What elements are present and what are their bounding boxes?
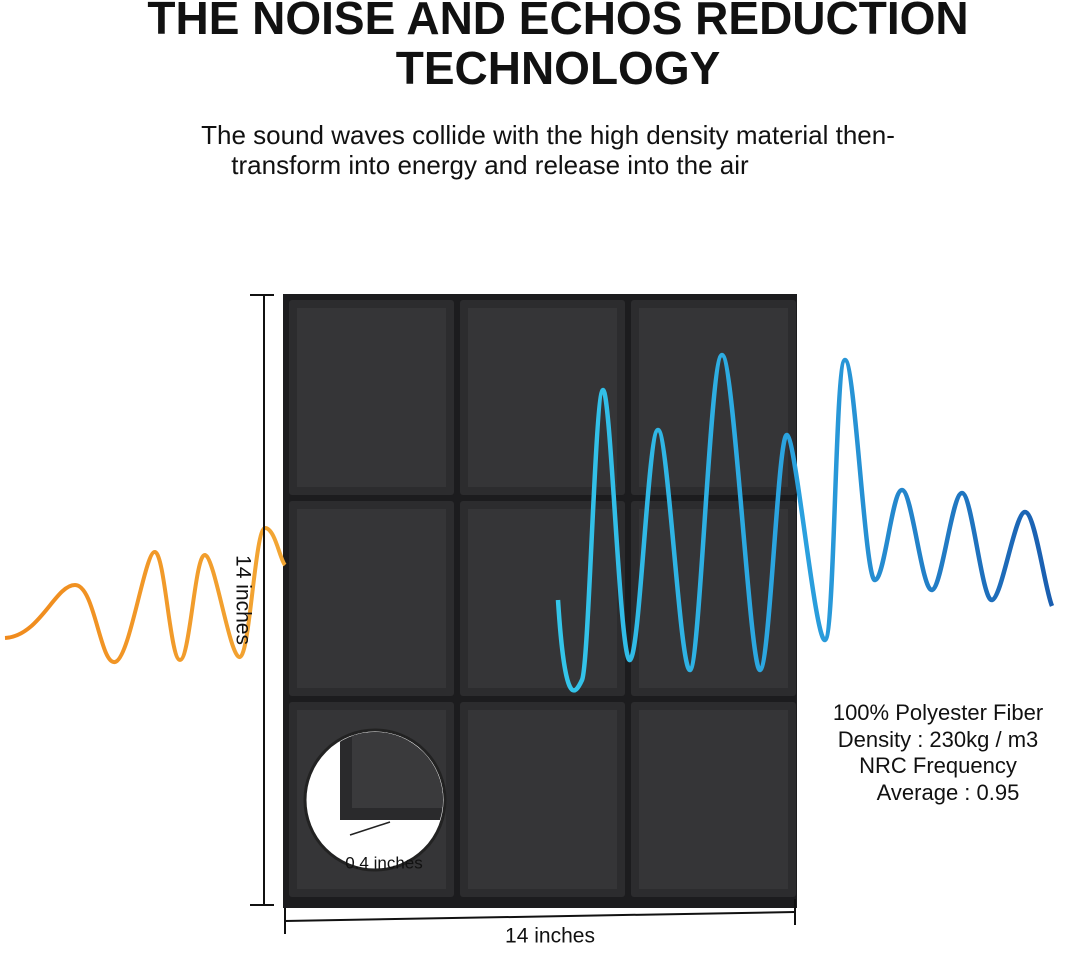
spec-line: Density : 230kg / m3: [838, 727, 1039, 752]
thickness-label: 0.4 inches: [345, 853, 423, 872]
spec-line: Average : 0.95: [877, 780, 1020, 805]
height-label: 14 inches: [231, 555, 254, 645]
tile: [297, 509, 446, 688]
incoming-wave: [4, 525, 287, 664]
tile: [639, 710, 788, 889]
subtitle-line: transform into energy and release into t…: [231, 150, 749, 180]
height-dimension: [250, 294, 274, 906]
spec-line: NRC Frequency: [859, 753, 1017, 778]
tile: [639, 509, 788, 688]
title-line: THE NOISE AND ECHOS REDUCTION: [147, 0, 968, 44]
title-line: TECHNOLOGY: [396, 42, 721, 94]
reflected-wave: [555, 352, 1055, 693]
tile: [468, 308, 617, 487]
tile: [468, 509, 617, 688]
spec-line: 100% Polyester Fiber: [833, 700, 1043, 725]
width-dimension: [284, 899, 796, 934]
tile: [297, 308, 446, 487]
subtitle-line: The sound waves collide with the high de…: [201, 120, 895, 150]
width-label: 14 inches: [505, 925, 595, 948]
tile: [468, 710, 617, 889]
